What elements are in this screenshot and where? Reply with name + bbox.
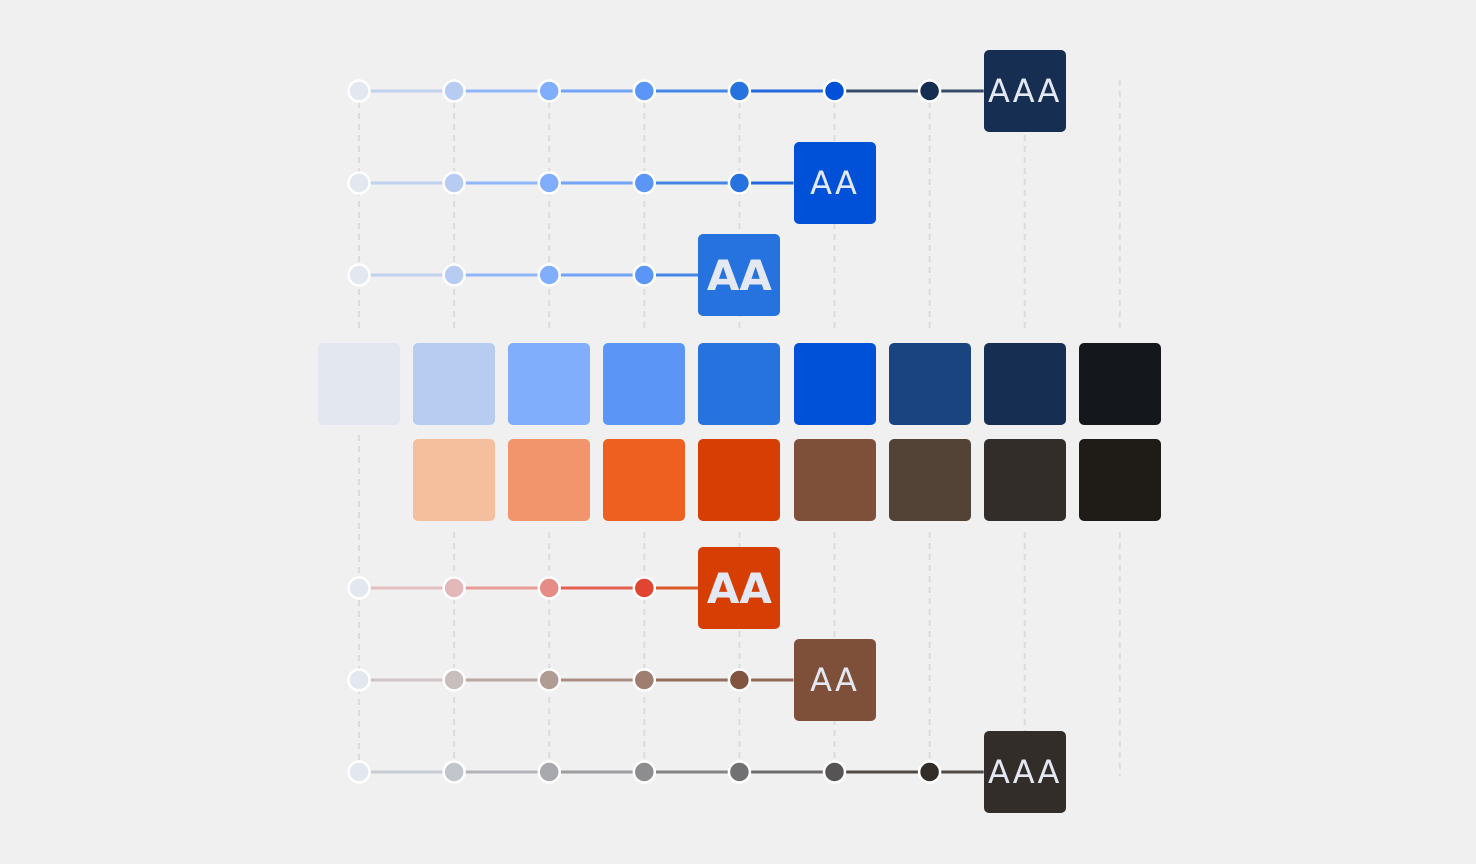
contrast-node <box>917 79 942 103</box>
swatch-blue-2 <box>508 343 591 425</box>
contrast-node <box>727 79 752 103</box>
contrast-node <box>727 760 752 784</box>
swatch-warm-4 <box>793 439 876 521</box>
contrast-node <box>917 760 942 784</box>
swatch-blue-6 <box>888 343 971 425</box>
swatch-blue-7 <box>983 343 1066 425</box>
contrast-node <box>632 576 657 600</box>
contrast-node <box>442 576 466 600</box>
contrast-node <box>347 668 371 692</box>
swatch-warm-2 <box>603 439 686 521</box>
contrast-node <box>537 263 561 287</box>
swatch-warm-5 <box>888 439 971 521</box>
swatch-blue-0 <box>318 343 400 425</box>
contrast-badge: AAA <box>983 50 1066 132</box>
contrast-node <box>822 79 847 103</box>
swatch-warm-0 <box>413 439 496 521</box>
contrast-node <box>632 171 657 195</box>
swatch-warm-6 <box>983 439 1066 521</box>
contrast-node <box>632 263 657 287</box>
contrast-badge: AA <box>793 142 876 224</box>
contrast-node <box>347 760 371 784</box>
swatch-blue-1 <box>413 343 496 425</box>
contrast-node <box>347 79 371 103</box>
contrast-node <box>537 79 561 103</box>
contrast-badge: AA <box>793 639 876 721</box>
contrast-node <box>442 760 466 784</box>
swatch-blue-4 <box>698 343 781 425</box>
contrast-node <box>347 263 371 287</box>
swatch-warm-7 <box>1078 439 1161 521</box>
contrast-node <box>822 760 847 784</box>
swatch-warm-3 <box>698 439 781 521</box>
contrast-node <box>442 171 466 195</box>
contrast-node <box>442 263 466 287</box>
contrast-node <box>442 668 466 692</box>
contrast-node <box>442 79 466 103</box>
contrast-node <box>537 760 561 784</box>
contrast-node <box>632 79 657 103</box>
contrast-node <box>632 760 657 784</box>
contrast-node <box>632 668 657 692</box>
contrast-badge: AA <box>698 234 781 316</box>
swatch-blue-5 <box>793 343 876 425</box>
contrast-node <box>347 576 371 600</box>
contrast-node <box>727 668 752 692</box>
swatch-warm-1 <box>508 439 591 521</box>
contrast-node <box>347 171 371 195</box>
swatch-blue-3 <box>603 343 686 425</box>
contrast-node <box>537 576 561 600</box>
contrast-node <box>537 171 561 195</box>
contrast-badge: AAA <box>983 731 1066 813</box>
contrast-node <box>727 171 752 195</box>
contrast-node <box>537 668 561 692</box>
swatch-blue-8 <box>1078 343 1161 425</box>
contrast-badge: AA <box>698 547 781 629</box>
